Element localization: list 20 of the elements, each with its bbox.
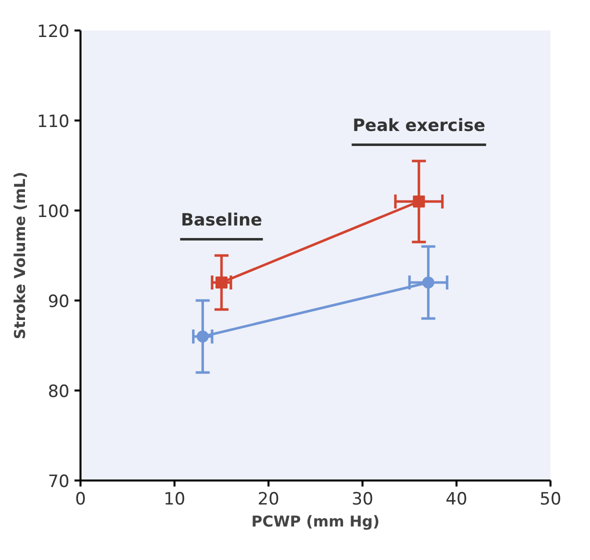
x-tick-label: 30 <box>352 490 374 510</box>
y-tick-label: 70 <box>48 472 70 492</box>
x-tick-label: 10 <box>164 490 186 510</box>
point <box>412 196 425 208</box>
x-tick-label: 0 <box>75 490 86 510</box>
y-tick-label: 100 <box>37 202 70 222</box>
y-tick-label: 90 <box>48 292 70 312</box>
x-tick-label: 20 <box>258 490 280 510</box>
point <box>216 276 228 288</box>
point <box>196 330 209 342</box>
y-tick-label: 120 <box>37 22 70 42</box>
y-tick-label: 110 <box>37 112 70 132</box>
point <box>422 276 434 288</box>
x-tick-label: 50 <box>540 490 562 510</box>
y-axis-title: Stroke Volume (mL) <box>11 172 30 340</box>
annotation: Baseline <box>180 210 262 230</box>
x-axis-title: PCWP (mm Hg) <box>251 512 380 530</box>
y-tick-label: 80 <box>48 382 70 402</box>
annotation: Peak exercise <box>352 116 486 136</box>
x-tick-label: 40 <box>446 490 468 510</box>
